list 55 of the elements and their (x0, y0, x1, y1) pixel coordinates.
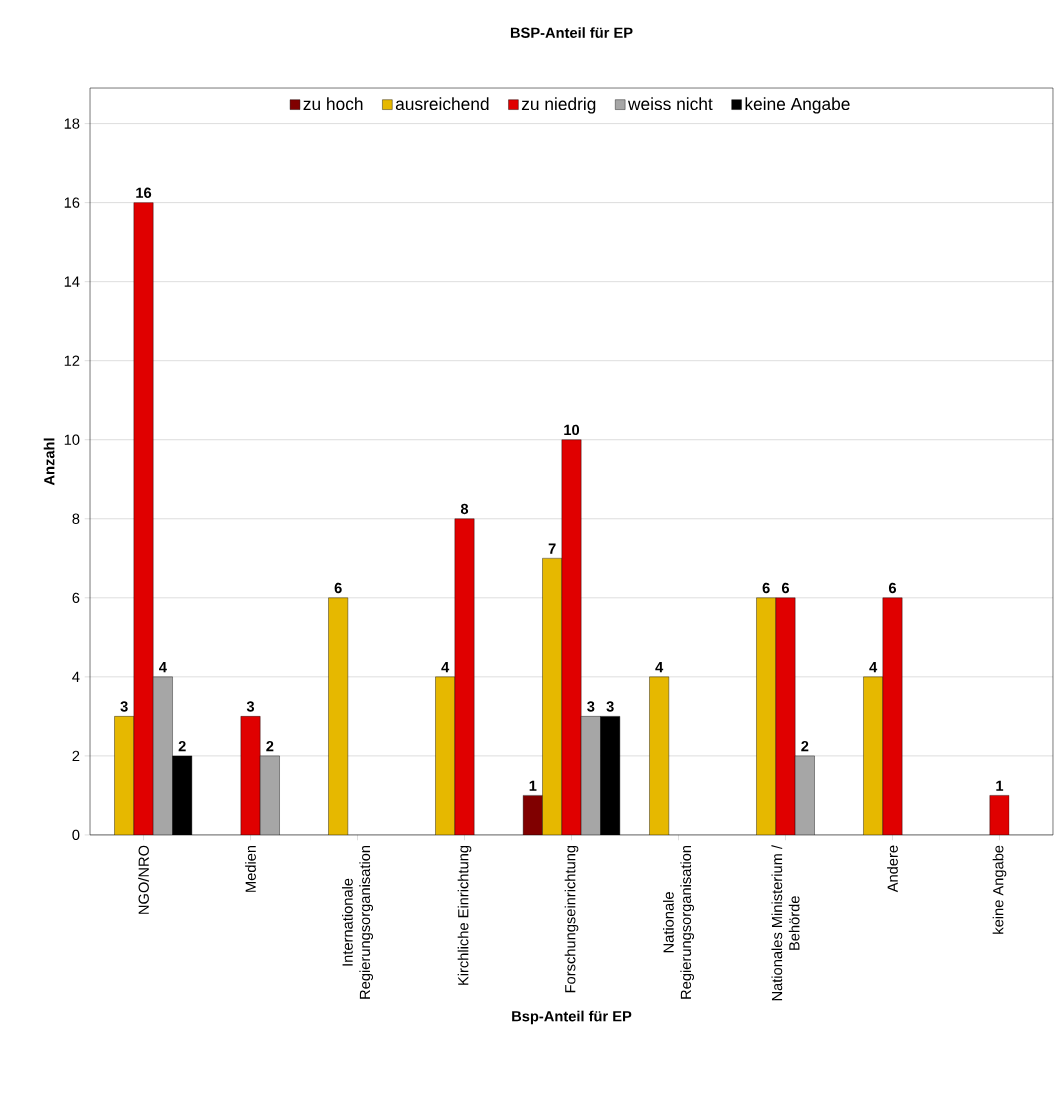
bar (649, 676, 670, 835)
bar (114, 716, 135, 835)
data-label: 2 (801, 741, 809, 752)
data-label: 8 (460, 503, 469, 515)
y-tick-label: 10 (64, 434, 80, 445)
legend-label: ausreichend (395, 97, 489, 111)
data-label: 6 (334, 582, 342, 594)
data-label: 6 (762, 582, 770, 594)
y-tick-label: 18 (64, 118, 80, 129)
data-label: 7 (548, 543, 556, 554)
data-label: 4 (159, 662, 167, 673)
y-tick-label: 12 (64, 355, 80, 366)
bar (328, 597, 349, 835)
data-label: 16 (136, 187, 152, 198)
y-tick-label: 4 (72, 671, 80, 682)
legend-label: zu niedrig (521, 97, 596, 114)
data-label: 2 (178, 741, 186, 752)
x-tick-label: Nationales Ministerium / Behörde (771, 845, 800, 1001)
y-tick-label: 2 (72, 750, 80, 761)
data-label: 6 (781, 582, 790, 594)
bar (542, 558, 563, 835)
x-tick-label: keine Angabe (992, 845, 1007, 934)
x-tick-label: Internationale Regierungsorganisation (342, 845, 374, 999)
data-label: 3 (606, 701, 614, 712)
x-tick-label: Forschungseinrichtung (564, 845, 579, 993)
x-tick-label: Andere (887, 845, 898, 893)
chart-title: BSP-Anteil für EP (510, 27, 633, 38)
data-label: 1 (996, 780, 1004, 791)
y-tick-label: 8 (72, 513, 80, 524)
bar (863, 676, 884, 835)
legend-label: weiss nicht (627, 97, 713, 111)
x-tick-label: Medien (245, 845, 256, 892)
x-tick-label: NGO/NRO (138, 845, 149, 914)
data-label: 6 (888, 582, 897, 594)
data-label: 3 (120, 701, 128, 712)
data-label: 3 (587, 701, 595, 712)
legend-label: zu hoch (303, 97, 363, 111)
x-axis-title: Bsp-Anteil für EP (512, 1010, 632, 1025)
y-tick-label: 0 (72, 829, 80, 841)
data-label: 4 (655, 662, 664, 673)
y-tick-label: 14 (64, 276, 80, 287)
x-tick-label: Kirchliche Einrichtung (457, 845, 472, 985)
data-label: 2 (266, 741, 274, 752)
y-tick-label: 6 (72, 592, 80, 603)
legend-label: keine Angabe (745, 97, 850, 114)
data-label: 1 (529, 780, 537, 791)
bar (756, 597, 777, 835)
data-label: 4 (441, 662, 450, 673)
y-tick-label: 16 (64, 197, 80, 208)
data-label: 4 (869, 662, 878, 673)
bar (435, 676, 456, 835)
data-label: 3 (246, 701, 255, 712)
y-axis-title: Anzahl (43, 438, 55, 486)
data-label: 10 (564, 424, 580, 436)
x-tick-label: Nationale Regierungsorganisation (663, 845, 694, 999)
